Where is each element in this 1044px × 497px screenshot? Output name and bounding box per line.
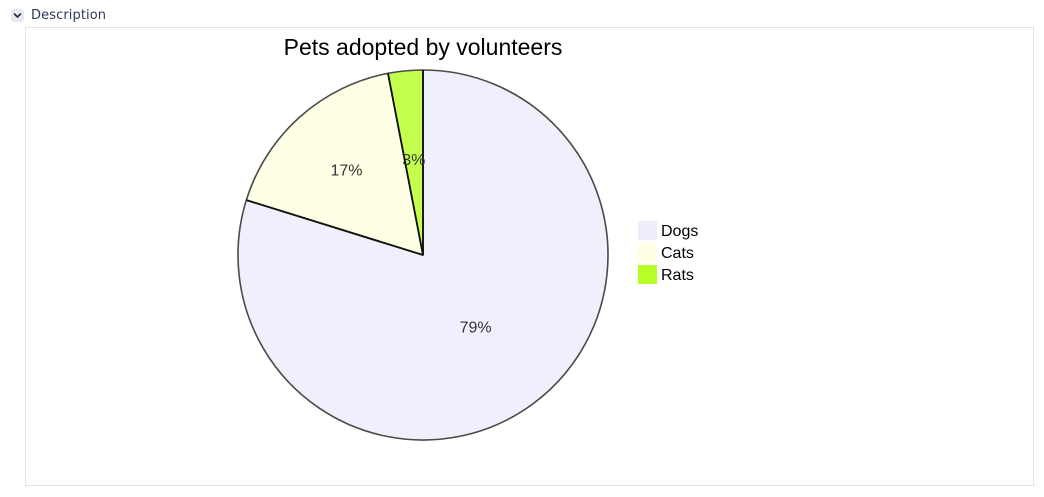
slice-label-dogs: 79%	[460, 320, 492, 337]
slice-divider	[387, 73, 424, 256]
slice-divider	[246, 199, 424, 256]
pie-slice-cats[interactable]	[245, 72, 424, 256]
chevron-down-icon	[11, 8, 24, 22]
pie-slice-dogs[interactable]	[237, 69, 609, 441]
legend-item-dogs[interactable]: Dogs	[638, 221, 698, 240]
description-label: Description	[31, 7, 107, 23]
legend-swatch-cats	[638, 243, 657, 262]
chart-title: Pets adopted by volunteers	[284, 34, 563, 60]
description-toggle[interactable]: Description	[11, 6, 106, 24]
slice-label-rats: 3%	[402, 152, 425, 169]
legend-swatch-rats	[638, 265, 657, 284]
legend-item-rats[interactable]: Rats	[638, 265, 694, 284]
legend-label-rats: Rats	[661, 267, 694, 284]
legend-label-cats: Cats	[661, 245, 694, 262]
legend-swatch-dogs	[638, 221, 657, 240]
legend-label-dogs: Dogs	[661, 223, 698, 240]
slice-label-cats: 17%	[331, 163, 363, 180]
legend-item-cats[interactable]: Cats	[638, 243, 694, 262]
